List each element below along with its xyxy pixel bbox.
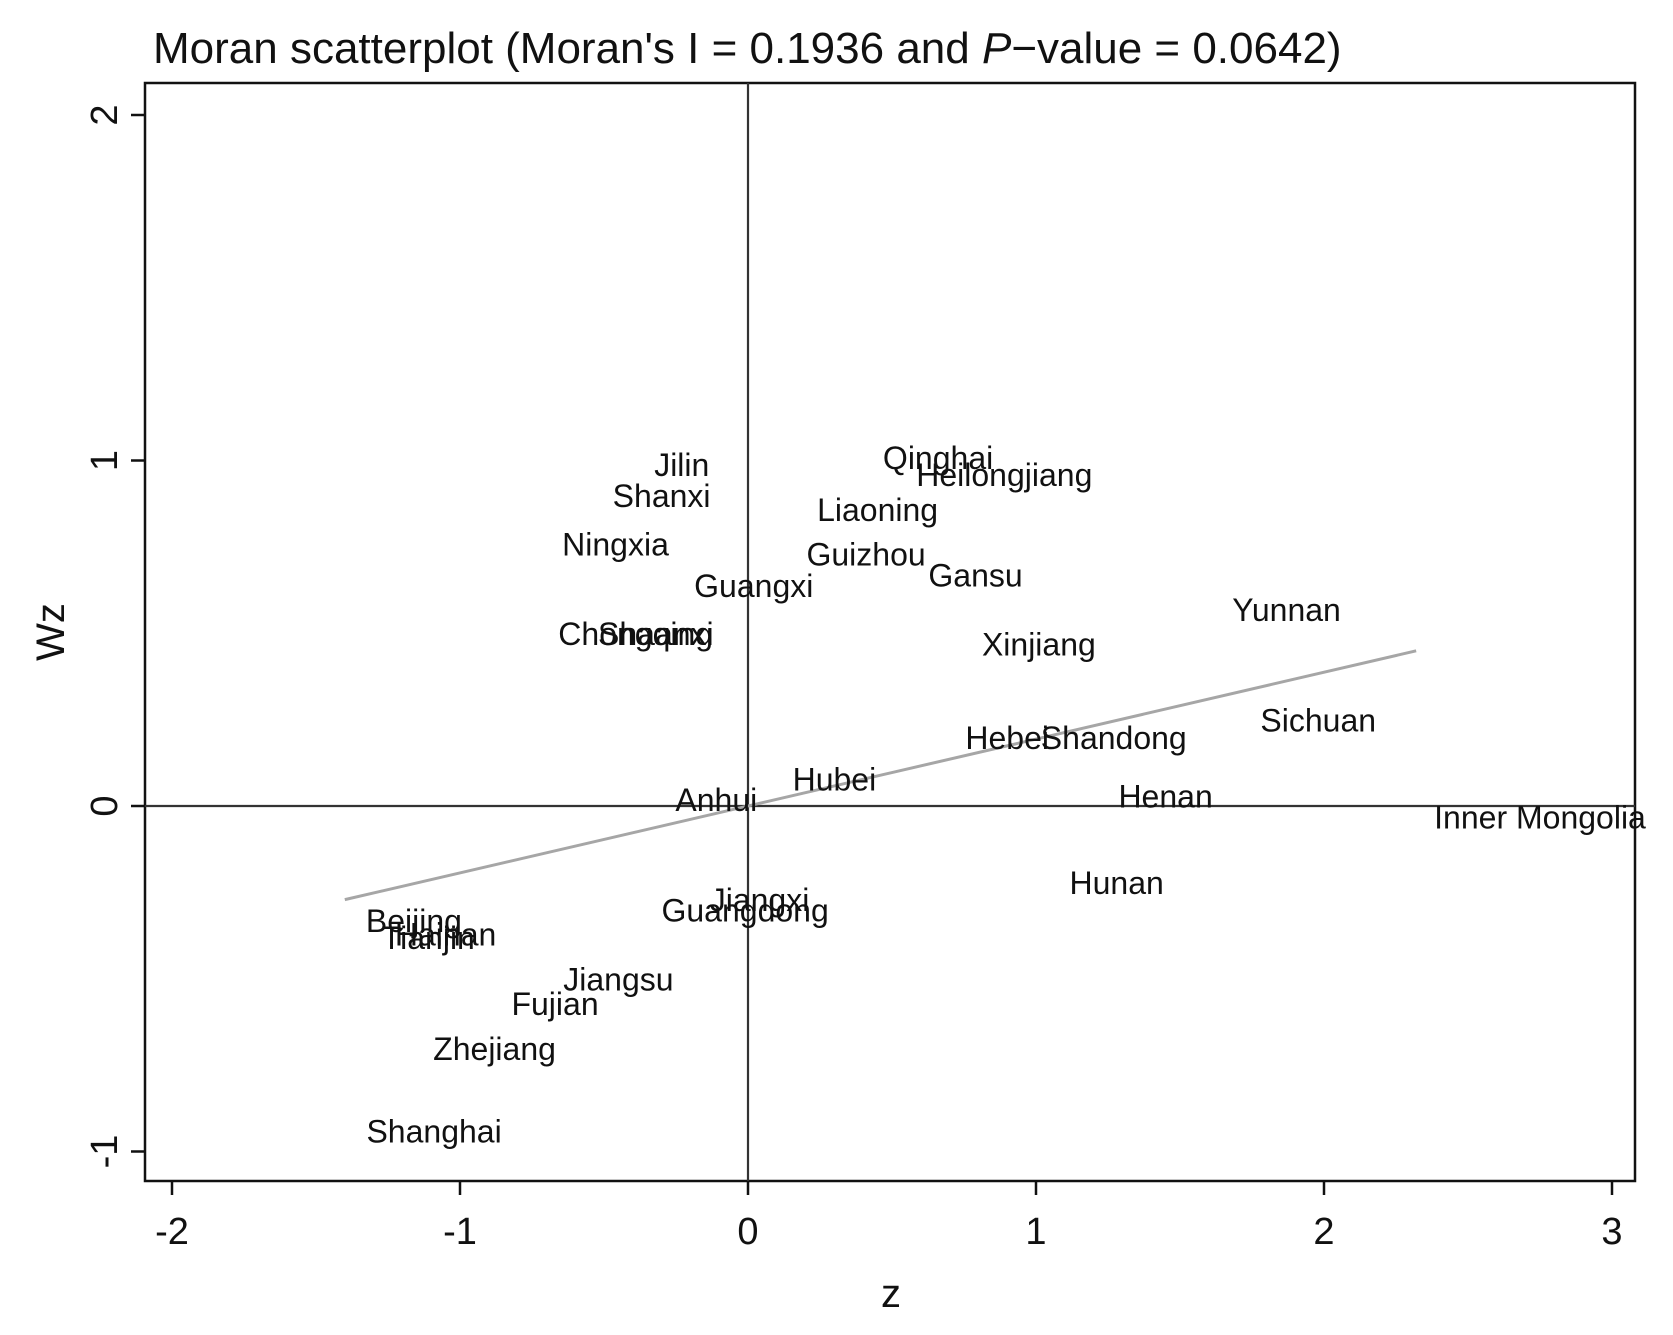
x-tick-label: 3 [1601, 1211, 1622, 1253]
y-axis-title: Wz [29, 603, 73, 661]
point-label: Tianjin [382, 920, 475, 956]
point-label: Ningxia [562, 526, 669, 562]
point-label: Guangxi [694, 568, 813, 604]
point-label: Yunnan [1232, 592, 1341, 628]
point-label: Heilongjiang [916, 457, 1092, 493]
point-label: Shaanxi [598, 616, 714, 652]
x-axis: -2 -1 0 1 2 3 [155, 1181, 1623, 1253]
point-label: Hubei [793, 761, 877, 797]
point-label: Zhejiang [433, 1031, 556, 1067]
x-tick-label: 0 [737, 1211, 758, 1253]
point-label: Guizhou [806, 537, 925, 573]
x-axis-title: z [881, 1272, 901, 1316]
x-tick-label: 2 [1313, 1211, 1334, 1253]
point-label: Henan [1118, 779, 1212, 815]
point-label: Beijing [366, 903, 462, 939]
point-label: Guangdong [661, 893, 828, 929]
point-label: Xinjiang [982, 627, 1096, 663]
y-tick-label: -1 [84, 1135, 126, 1169]
y-tick-label: 1 [84, 450, 126, 471]
point-label: Fujian [511, 986, 598, 1022]
point-label: Jiangxi [710, 882, 810, 918]
point-label: Shanxi [613, 478, 711, 514]
point-label: Liaoning [817, 492, 938, 528]
point-label: Hunan [1069, 865, 1163, 901]
y-tick-label: 0 [84, 795, 126, 816]
y-tick-label: 2 [84, 104, 126, 125]
point-label: Jiangsu [563, 962, 673, 998]
point-label: Gansu [928, 557, 1022, 593]
point-label: Jilin [654, 447, 709, 483]
point-label: Inner Mongolia [1434, 799, 1646, 835]
y-axis: -1 0 1 2 [84, 104, 145, 1168]
point-label: Shanghai [366, 1114, 501, 1150]
chart-title: Moran scatterplot (Moran's I = 0.1936 an… [153, 24, 1342, 73]
point-label: Hebei [965, 720, 1049, 756]
x-tick-label: -1 [443, 1211, 477, 1253]
x-tick-label: 1 [1025, 1211, 1046, 1253]
point-label: Anhui [675, 782, 757, 818]
x-tick-label: -2 [155, 1211, 189, 1253]
plot-frame [143, 81, 1637, 1183]
point-label: Hainan [395, 917, 496, 953]
regression-line [344, 649, 1417, 902]
point-label: Sichuan [1260, 703, 1376, 739]
point-label: Chongqing [558, 616, 713, 652]
point-label: Qinghai [883, 440, 993, 476]
point-label: Shandong [1041, 720, 1187, 756]
